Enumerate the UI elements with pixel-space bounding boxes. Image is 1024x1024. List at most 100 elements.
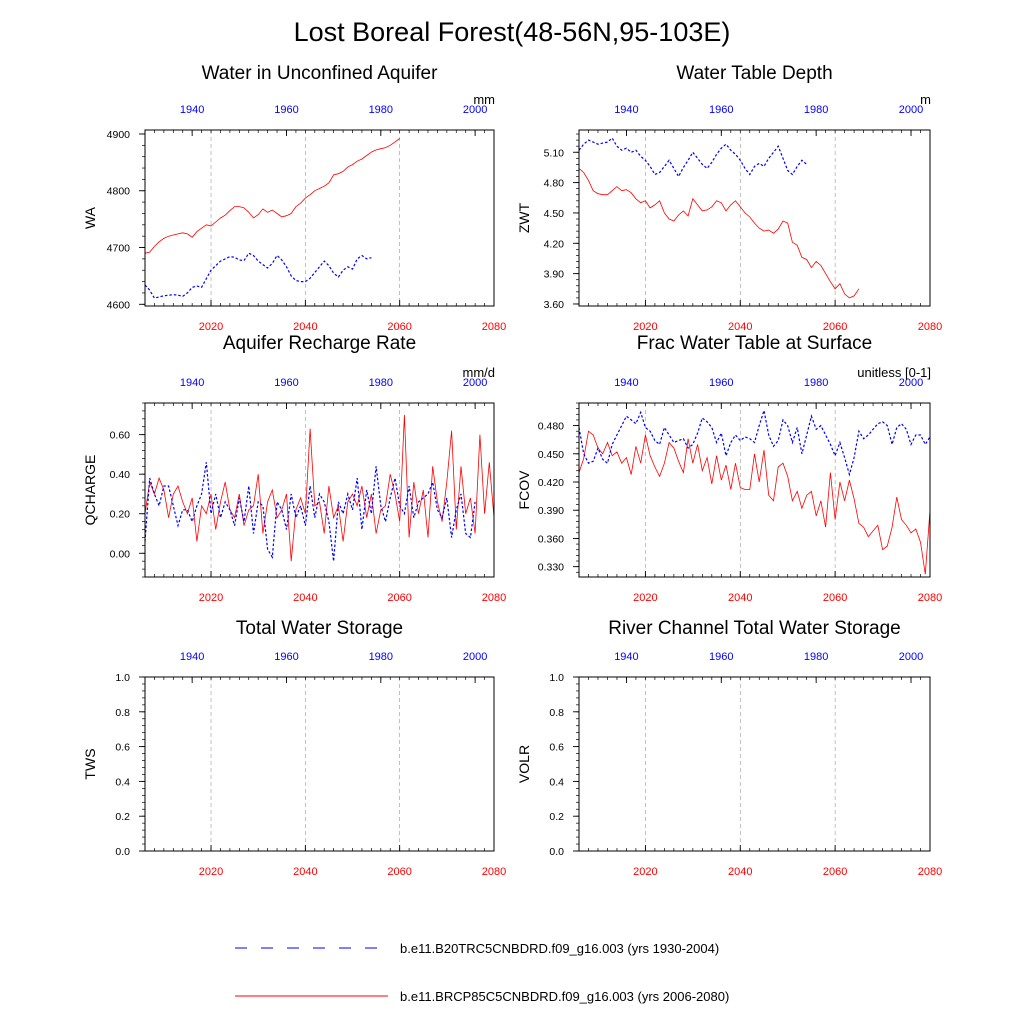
top-tick-label: 1940 <box>614 651 638 663</box>
top-tick-label: 1960 <box>274 104 298 116</box>
bottom-tick-label: 2020 <box>633 321 657 333</box>
y-tick-label: 0.450 <box>538 449 564 461</box>
panel-title: Total Water Storage <box>236 618 403 639</box>
bottom-tick-label: 2040 <box>293 321 317 333</box>
y-tick-label: 0.390 <box>538 505 564 517</box>
y-tick-label: 0.00 <box>110 548 131 560</box>
y-tick-label: 0.60 <box>110 430 131 442</box>
top-tick-label: 1940 <box>180 651 204 663</box>
figure-title: Lost Boreal Forest(48-56N,95-103E) <box>294 17 731 47</box>
bottom-tick-label: 2060 <box>387 866 411 878</box>
y-axis-label: TWS <box>82 748 98 779</box>
top-tick-label: 2000 <box>899 377 923 389</box>
bottom-tick-label: 2060 <box>387 321 411 333</box>
y-tick-label: 0.6 <box>549 742 564 754</box>
y-tick-label: 3.90 <box>544 269 565 281</box>
plot-frame <box>144 676 495 852</box>
panel-title: Water Table Depth <box>676 63 832 84</box>
legend: b.e11.B20TRC5CNBDRD.f09_g16.003 (yrs 193… <box>235 941 729 1004</box>
top-tick-label: 2000 <box>899 104 923 116</box>
y-axis-label: QCHARGE <box>82 455 98 526</box>
y-tick-label: 4600 <box>107 299 131 311</box>
y-axis-label: FCOV <box>516 470 532 510</box>
panels-group: Water in Unconfined Aquifer WA mm 2020 2040 2… <box>82 63 942 878</box>
bottom-tick-label: 2080 <box>482 866 506 878</box>
panel-4: Frac Water Table at Surface FCOV unitless … <box>516 333 942 604</box>
y-tick-label: 4700 <box>107 243 131 255</box>
bottom-tick-label: 2080 <box>918 866 942 878</box>
top-tick-label: 1960 <box>274 651 298 663</box>
y-axis-label: VOLR <box>516 745 532 783</box>
y-tick-label: 0.4 <box>549 776 564 788</box>
top-tick-label: 1960 <box>274 377 298 389</box>
bottom-tick-label: 2040 <box>728 321 752 333</box>
plot-frame <box>578 129 931 307</box>
bottom-tick-label: 2080 <box>482 321 506 333</box>
y-tick-label: 4.80 <box>544 178 565 190</box>
plot-frame <box>578 402 931 578</box>
y-axis-label: WA <box>82 206 98 229</box>
legend-label-future: b.e11.BRCP85C5CNBDRD.f09_g16.003 (yrs 20… <box>400 989 729 1004</box>
bottom-tick-label: 2080 <box>918 592 942 604</box>
plot-frame <box>144 402 495 578</box>
series-line-historical <box>144 462 476 562</box>
y-tick-label: 1.0 <box>549 672 564 684</box>
panel-2: Water Table Depth ZWT m 2020 2040 2060 2080 194… <box>516 63 942 333</box>
top-tick-label: 1940 <box>180 104 204 116</box>
bottom-tick-label: 2060 <box>823 592 847 604</box>
top-tick-label: 1980 <box>804 377 828 389</box>
y-tick-label: 4900 <box>107 129 131 141</box>
bottom-tick-label: 2040 <box>728 592 752 604</box>
y-tick-label: 0.2 <box>549 811 564 823</box>
bottom-tick-label: 2060 <box>387 592 411 604</box>
top-tick-label: 1980 <box>369 651 393 663</box>
y-tick-label: 3.60 <box>544 299 565 311</box>
plot-frame <box>144 129 495 307</box>
panel-title: River Channel Total Water Storage <box>608 618 901 639</box>
panel-3: Aquifer Recharge Rate QCHARGE mm/d 2020 2040… <box>82 333 506 604</box>
panel-1: Water in Unconfined Aquifer WA mm 2020 2040 2… <box>82 63 506 333</box>
y-tick-label: 1.0 <box>115 672 130 684</box>
series-line-future <box>144 414 495 562</box>
y-tick-label: 0.8 <box>115 707 130 719</box>
y-axis-label: ZWT <box>516 202 532 233</box>
panel-title: Aquifer Recharge Rate <box>223 333 416 354</box>
y-tick-label: 0.4 <box>115 776 130 788</box>
y-tick-label: 4.20 <box>544 238 565 250</box>
panel-5: Total Water Storage TWS 2020 2040 2060 2080 19… <box>82 618 506 878</box>
bottom-tick-label: 2080 <box>482 592 506 604</box>
series-line-historical <box>578 137 808 178</box>
top-tick-label: 1940 <box>614 104 638 116</box>
y-tick-label: 4.50 <box>544 208 565 220</box>
y-tick-label: 0.420 <box>538 477 564 489</box>
y-tick-label: 0.0 <box>549 846 564 858</box>
series-line-future <box>578 168 860 299</box>
bottom-tick-label: 2020 <box>199 321 223 333</box>
bottom-tick-label: 2020 <box>199 866 223 878</box>
top-tick-label: 2000 <box>899 651 923 663</box>
top-tick-label: 1980 <box>369 104 393 116</box>
top-tick-label: 1940 <box>180 377 204 389</box>
y-tick-label: 0.0 <box>115 846 130 858</box>
y-tick-label: 0.480 <box>538 421 564 433</box>
units-label: m <box>920 92 931 107</box>
top-tick-label: 1980 <box>804 104 828 116</box>
y-tick-label: 0.8 <box>549 707 564 719</box>
top-tick-label: 1940 <box>614 377 638 389</box>
bottom-tick-label: 2020 <box>633 592 657 604</box>
bottom-tick-label: 2060 <box>823 321 847 333</box>
top-tick-label: 2000 <box>463 104 487 116</box>
top-tick-label: 2000 <box>463 651 487 663</box>
y-tick-label: 0.6 <box>115 742 130 754</box>
bottom-tick-label: 2020 <box>633 866 657 878</box>
units-label: unitless [0-1] <box>857 365 931 380</box>
bottom-tick-label: 2040 <box>293 866 317 878</box>
y-tick-label: 0.360 <box>538 533 564 545</box>
bottom-tick-label: 2060 <box>823 866 847 878</box>
series-line-historical <box>144 252 372 299</box>
legend-label-historical: b.e11.B20TRC5CNBDRD.f09_g16.003 (yrs 193… <box>400 941 719 956</box>
units-label: mm/d <box>463 365 496 380</box>
top-tick-label: 1960 <box>709 377 733 389</box>
top-tick-label: 2000 <box>463 377 487 389</box>
